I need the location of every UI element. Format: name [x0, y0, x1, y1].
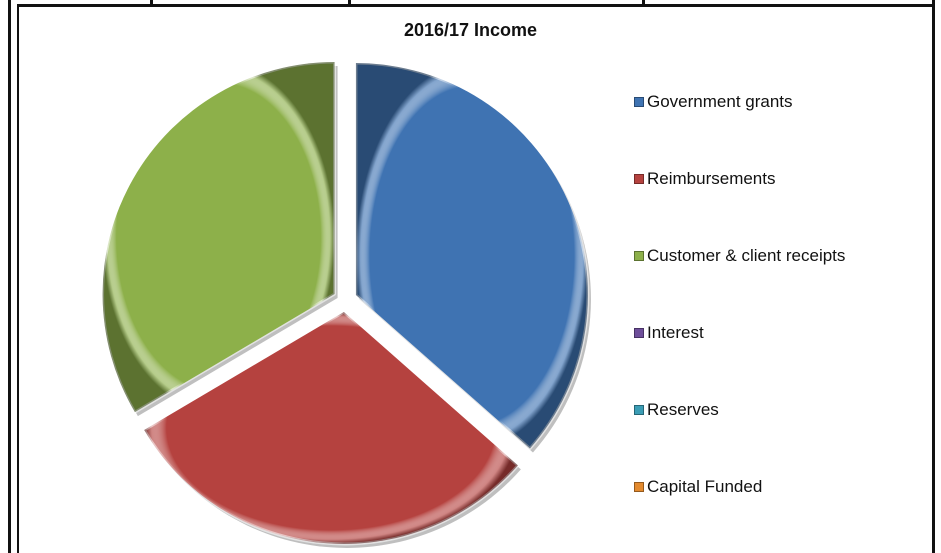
legend-item: Customer & client receipts [634, 246, 845, 266]
legend-swatch [634, 482, 644, 492]
legend-item: Government grants [634, 92, 793, 112]
frame-tick [642, 0, 645, 6]
legend-swatch [634, 405, 644, 415]
frame-tick [348, 0, 351, 6]
legend-label: Customer & client receipts [647, 246, 846, 265]
legend-swatch [634, 251, 644, 261]
pie-slice-bevel [102, 62, 335, 413]
pie-slice-bevel [144, 311, 518, 544]
chart-frame-inner [17, 4, 934, 553]
legend-label: Interest [647, 323, 704, 342]
legend-label: Reimbursements [647, 169, 776, 188]
pie-slice-bevel [355, 63, 588, 449]
legend-item: Reserves [634, 400, 719, 420]
legend-swatch [634, 174, 644, 184]
legend-label: Government grants [647, 92, 793, 111]
legend-label: Reserves [647, 400, 719, 419]
legend-label: Capital Funded [647, 477, 763, 496]
legend-swatch [634, 97, 644, 107]
frame-tick [150, 0, 153, 6]
legend-swatch [634, 328, 644, 338]
legend-item: Capital Funded [634, 477, 762, 497]
legend-item: Interest [634, 323, 704, 343]
chart-title: 2016/17 Income [403, 20, 538, 40]
legend-item: Reimbursements [634, 169, 776, 189]
